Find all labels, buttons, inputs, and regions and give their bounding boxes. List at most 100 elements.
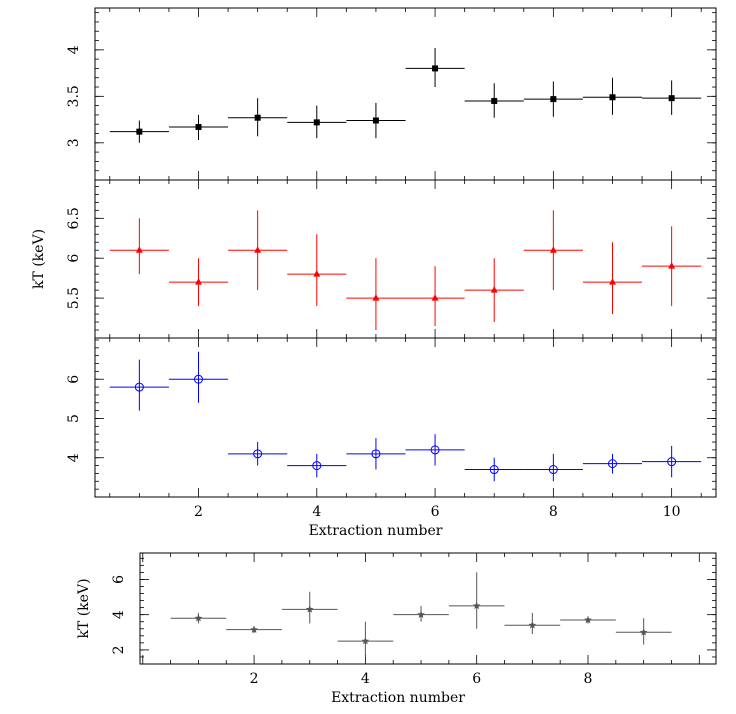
plot-frame — [94, 7, 717, 181]
data-point — [523, 453, 583, 482]
square-marker — [668, 95, 675, 102]
data-point — [405, 47, 465, 88]
triangle-marker — [549, 246, 557, 253]
x-axis-title: Extraction number — [309, 523, 443, 539]
y-tick-label: 4 — [111, 610, 127, 619]
data-point — [582, 242, 643, 315]
y-tick-label: 6 — [66, 254, 82, 263]
square-marker — [136, 128, 143, 135]
data-point — [464, 457, 524, 482]
star-marker — [361, 637, 370, 645]
x-axis-title: Extraction number — [331, 690, 465, 706]
star-marker — [194, 614, 203, 622]
data-point — [346, 102, 406, 139]
x-tick-label: 4 — [312, 504, 321, 520]
y-tick-label: 4 — [66, 453, 82, 462]
x-tick-label: 2 — [250, 671, 259, 687]
triangle-marker — [372, 294, 380, 301]
data-point — [405, 434, 465, 466]
x-tick-label: 6 — [431, 504, 440, 520]
data-point — [109, 359, 169, 411]
circle-marker — [194, 374, 203, 384]
data-point — [464, 83, 524, 118]
square-marker — [195, 124, 202, 131]
data-point — [168, 351, 229, 403]
star-marker — [528, 621, 537, 629]
circle-marker — [312, 461, 322, 471]
triangle-marker — [609, 278, 616, 285]
plot-frame — [94, 179, 717, 339]
square-marker — [550, 96, 557, 103]
square-marker — [432, 65, 439, 72]
y-tick-label: 5 — [66, 414, 82, 423]
star-marker — [584, 615, 592, 624]
data-point — [346, 438, 406, 470]
circle-marker — [371, 449, 381, 459]
plot-frame — [94, 337, 717, 498]
y-tick-label: 3 — [66, 138, 82, 147]
y-tick-label: 3.5 — [66, 85, 82, 107]
star-marker — [472, 601, 481, 610]
plot-frame — [139, 552, 717, 665]
y-tick-label: 5.5 — [66, 287, 82, 309]
star-marker — [305, 605, 314, 613]
x-tick-label: 4 — [361, 671, 370, 687]
panel-top: 33.54 — [66, 7, 717, 181]
data-point — [228, 442, 288, 466]
x-tick-label: 10 — [663, 504, 681, 520]
x-tick-label: 6 — [472, 671, 481, 687]
square-marker — [491, 97, 498, 104]
data-point — [523, 81, 583, 117]
data-point — [464, 258, 524, 323]
data-point — [337, 621, 394, 656]
star-marker — [639, 628, 648, 636]
panel-middle: 5.5 6 6.5 kT (keV) — [31, 179, 717, 339]
data-point — [582, 77, 643, 115]
square-marker — [372, 117, 379, 124]
data-point — [287, 234, 347, 307]
data-point — [615, 618, 672, 645]
y-tick-label: 6 — [66, 375, 82, 384]
data-point — [109, 120, 169, 143]
y-tick-label: 6 — [111, 575, 127, 584]
data-point — [405, 266, 465, 327]
data-point — [582, 453, 643, 474]
y-axis-title: kT (keV) — [31, 229, 47, 289]
y-tick-label: 4 — [66, 45, 82, 54]
data-point — [448, 572, 505, 629]
triangle-marker — [135, 246, 143, 253]
data-point — [346, 258, 406, 331]
x-tick-label: 2 — [194, 504, 203, 520]
data-point — [228, 98, 288, 137]
circle-marker — [134, 382, 144, 392]
data-point — [228, 210, 288, 291]
circle-marker — [548, 465, 558, 475]
square-marker — [609, 94, 616, 101]
data-point — [287, 453, 347, 478]
data-point — [393, 605, 449, 622]
data-point — [560, 615, 616, 624]
panel-separate: 2 4 6 2 4 6 8 Extraction number kT (keV) — [76, 552, 717, 706]
data-point — [109, 218, 169, 275]
square-marker — [313, 119, 320, 126]
circle-marker — [608, 459, 617, 469]
triangle-marker — [431, 294, 439, 301]
x-tick-label: 8 — [549, 504, 558, 520]
data-point — [642, 445, 702, 478]
data-point — [168, 114, 229, 141]
triangle-marker — [668, 262, 676, 269]
data-point — [642, 226, 702, 307]
star-marker — [417, 610, 425, 618]
data-point — [170, 612, 227, 624]
data-point — [523, 210, 583, 291]
data-point — [168, 258, 229, 307]
y-tick-label: 6.5 — [66, 207, 82, 229]
data-point — [504, 612, 561, 635]
data-point — [642, 80, 702, 115]
star-marker — [250, 625, 258, 633]
x-tick-label: 8 — [584, 671, 593, 687]
y-axis-title: kT (keV) — [76, 578, 92, 638]
circle-marker — [667, 457, 677, 467]
triangle-marker — [195, 278, 202, 285]
